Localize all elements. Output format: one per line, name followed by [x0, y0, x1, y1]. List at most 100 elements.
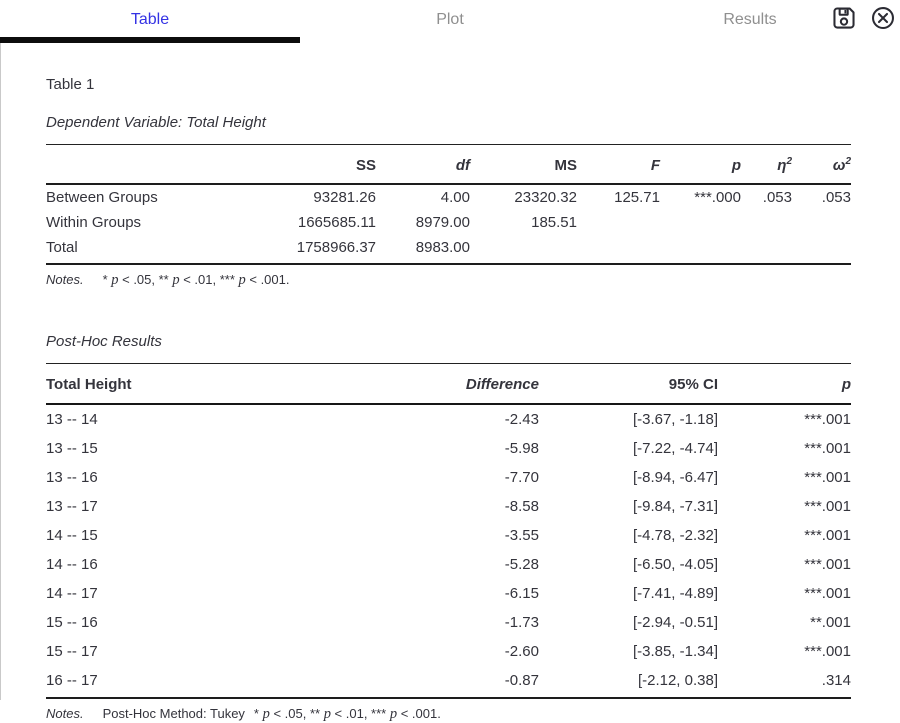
tab-table[interactable]: Table	[130, 11, 170, 28]
posthoc-notes: Notes. Post-Hoc Method: Tukey * p < .05, *…	[46, 706, 900, 723]
ms-value: 185.51	[531, 214, 577, 231]
ss-value: 93281.26	[313, 189, 376, 206]
omega-squared-value	[792, 210, 851, 235]
comparison-cell: 14 -- 15	[46, 527, 98, 544]
p-value	[660, 210, 741, 235]
comparison-cell: 13 -- 17	[46, 498, 98, 515]
p-header: p	[660, 145, 741, 185]
df-value: 8979.00	[415, 214, 470, 231]
anova-table: SS df MS F p η2 ω2 Between Groups 93281.…	[46, 145, 851, 265]
ci-cell: [-7.41, -4.89]	[632, 585, 718, 602]
omega-squared-header: ω2	[792, 145, 851, 185]
f-header: F	[577, 145, 660, 185]
difference-cell: -0.87	[246, 666, 539, 699]
anova-row-between-groups: Between Groups 93281.26 4.00 23320.32 12…	[46, 184, 851, 210]
posthoc-row: 15 -- 17 -2.60 [-3.85, -1.34] ***.001	[46, 637, 851, 666]
posthoc-row: 13 -- 16 -7.70 [-8.94, -6.47] ***.001	[46, 463, 851, 492]
anova-notes: Notes. * p < .05, ** p < .01, *** p < .00…	[46, 272, 900, 289]
posthoc-row: 15 -- 16 -1.73 [-2.94, -0.51] **.001	[46, 608, 851, 637]
significance-legend: * p < .05, ** p < .01, *** p < .001.	[253, 706, 441, 722]
eta-squared-value	[741, 210, 792, 235]
anova-row-total: Total 1758966.37 8983.00	[46, 235, 851, 265]
p-value	[660, 235, 741, 265]
f-value	[577, 210, 660, 235]
empty-header	[46, 145, 240, 185]
posthoc-row: 13 -- 14 -2.43 [-3.67, -1.18] ***.001	[46, 404, 851, 434]
window-actions	[825, 5, 896, 31]
comparison-cell: 13 -- 15	[46, 440, 98, 457]
p-cell: ***.001	[804, 643, 851, 660]
comparison-cell: 13 -- 14	[46, 411, 98, 428]
difference-cell: -1.73	[504, 614, 539, 631]
close-icon[interactable]	[870, 5, 896, 31]
save-icon[interactable]	[831, 5, 857, 31]
comparison-cell: 15 -- 16	[46, 614, 98, 631]
dependent-variable-label: Dependent Variable: Total Height	[46, 114, 851, 145]
p-cell: ***.001	[804, 411, 851, 428]
ci-cell: [-9.84, -7.31]	[632, 498, 718, 515]
ci-cell: [-7.22, -4.74]	[632, 440, 718, 457]
f-value	[577, 235, 660, 265]
comparison-cell: 14 -- 17	[46, 585, 98, 602]
posthoc-row: 14 -- 15 -3.55 [-4.78, -2.32] ***.001	[46, 521, 851, 550]
anova-row-within-groups: Within Groups 1665685.11 8979.00 185.51	[46, 210, 851, 235]
ss-header: SS	[240, 145, 376, 185]
difference-header: Difference	[246, 364, 539, 405]
df-header: df	[376, 145, 470, 185]
row-label: Between Groups	[46, 189, 158, 206]
p-header: p	[718, 364, 851, 405]
p-value: ***.000	[694, 189, 741, 206]
p-cell: **.001	[810, 614, 851, 631]
ms-value: 23320.32	[514, 189, 577, 206]
table-number-label: Table 1	[46, 76, 95, 93]
significance-legend: * p < .05, ** p < .01, *** p < .001.	[102, 272, 290, 288]
p-cell: ***.001	[804, 527, 851, 544]
ci-cell: [-6.50, -4.05]	[632, 556, 718, 573]
ci-header: 95% CI	[539, 364, 718, 405]
comparison-cell: 15 -- 17	[46, 643, 98, 660]
p-cell: .314	[718, 666, 851, 699]
posthoc-row: 14 -- 16 -5.28 [-6.50, -4.05] ***.001	[46, 550, 851, 579]
posthoc-method: Post-Hoc Method: Tukey	[102, 706, 245, 721]
posthoc-table: Total Height Difference 95% CI p 13 -- 1…	[46, 364, 851, 699]
ci-cell: [-4.78, -2.32]	[632, 527, 718, 544]
posthoc-row: 13 -- 17 -8.58 [-9.84, -7.31] ***.001	[46, 492, 851, 521]
ci-cell: [-8.94, -6.47]	[632, 469, 718, 486]
p-cell: ***.001	[804, 469, 851, 486]
difference-cell: -2.43	[504, 411, 539, 428]
difference-cell: -3.55	[504, 527, 539, 544]
f-value: 125.71	[614, 189, 660, 206]
p-cell: ***.001	[804, 498, 851, 515]
row-label: Total	[46, 235, 240, 265]
eta-squared-value: .053	[762, 189, 792, 206]
ci-cell: [-3.67, -1.18]	[632, 411, 718, 428]
posthoc-title: Post-Hoc Results	[46, 333, 851, 364]
tab-results[interactable]: Results	[723, 11, 777, 28]
comparison-cell: 14 -- 16	[46, 556, 98, 573]
difference-cell: -2.60	[504, 643, 539, 660]
ms-header: MS	[470, 145, 577, 185]
notes-label: Notes.	[46, 706, 84, 721]
ms-value	[470, 235, 577, 265]
comparison-cell: 13 -- 16	[46, 469, 98, 486]
posthoc-row: 16 -- 17 -0.87 [-2.12, 0.38] .314	[46, 666, 851, 699]
active-tab-indicator	[0, 37, 300, 43]
difference-cell: -5.28	[504, 556, 539, 573]
difference-cell: -7.70	[504, 469, 539, 486]
anova-header-row: SS df MS F p η2 ω2	[46, 145, 851, 185]
p-cell: ***.001	[804, 556, 851, 573]
ci-cell: [-2.94, -0.51]	[632, 614, 718, 631]
ci-cell: [-2.12, 0.38]	[539, 666, 718, 699]
table-view: Table 1 Dependent Variable: Total Height…	[0, 43, 900, 722]
ci-cell: [-3.85, -1.34]	[632, 643, 718, 660]
row-label: Within Groups	[46, 214, 142, 231]
tab-bar: Table Plot Results	[0, 0, 900, 43]
omega-squared-value	[792, 235, 851, 265]
notes-label: Notes.	[46, 272, 84, 287]
difference-cell: -8.58	[504, 498, 539, 515]
df-value: 4.00	[440, 189, 470, 206]
posthoc-row: 13 -- 15 -5.98 [-7.22, -4.74] ***.001	[46, 434, 851, 463]
ss-value: 1665685.11	[297, 214, 376, 231]
tab-plot[interactable]: Plot	[436, 11, 464, 28]
